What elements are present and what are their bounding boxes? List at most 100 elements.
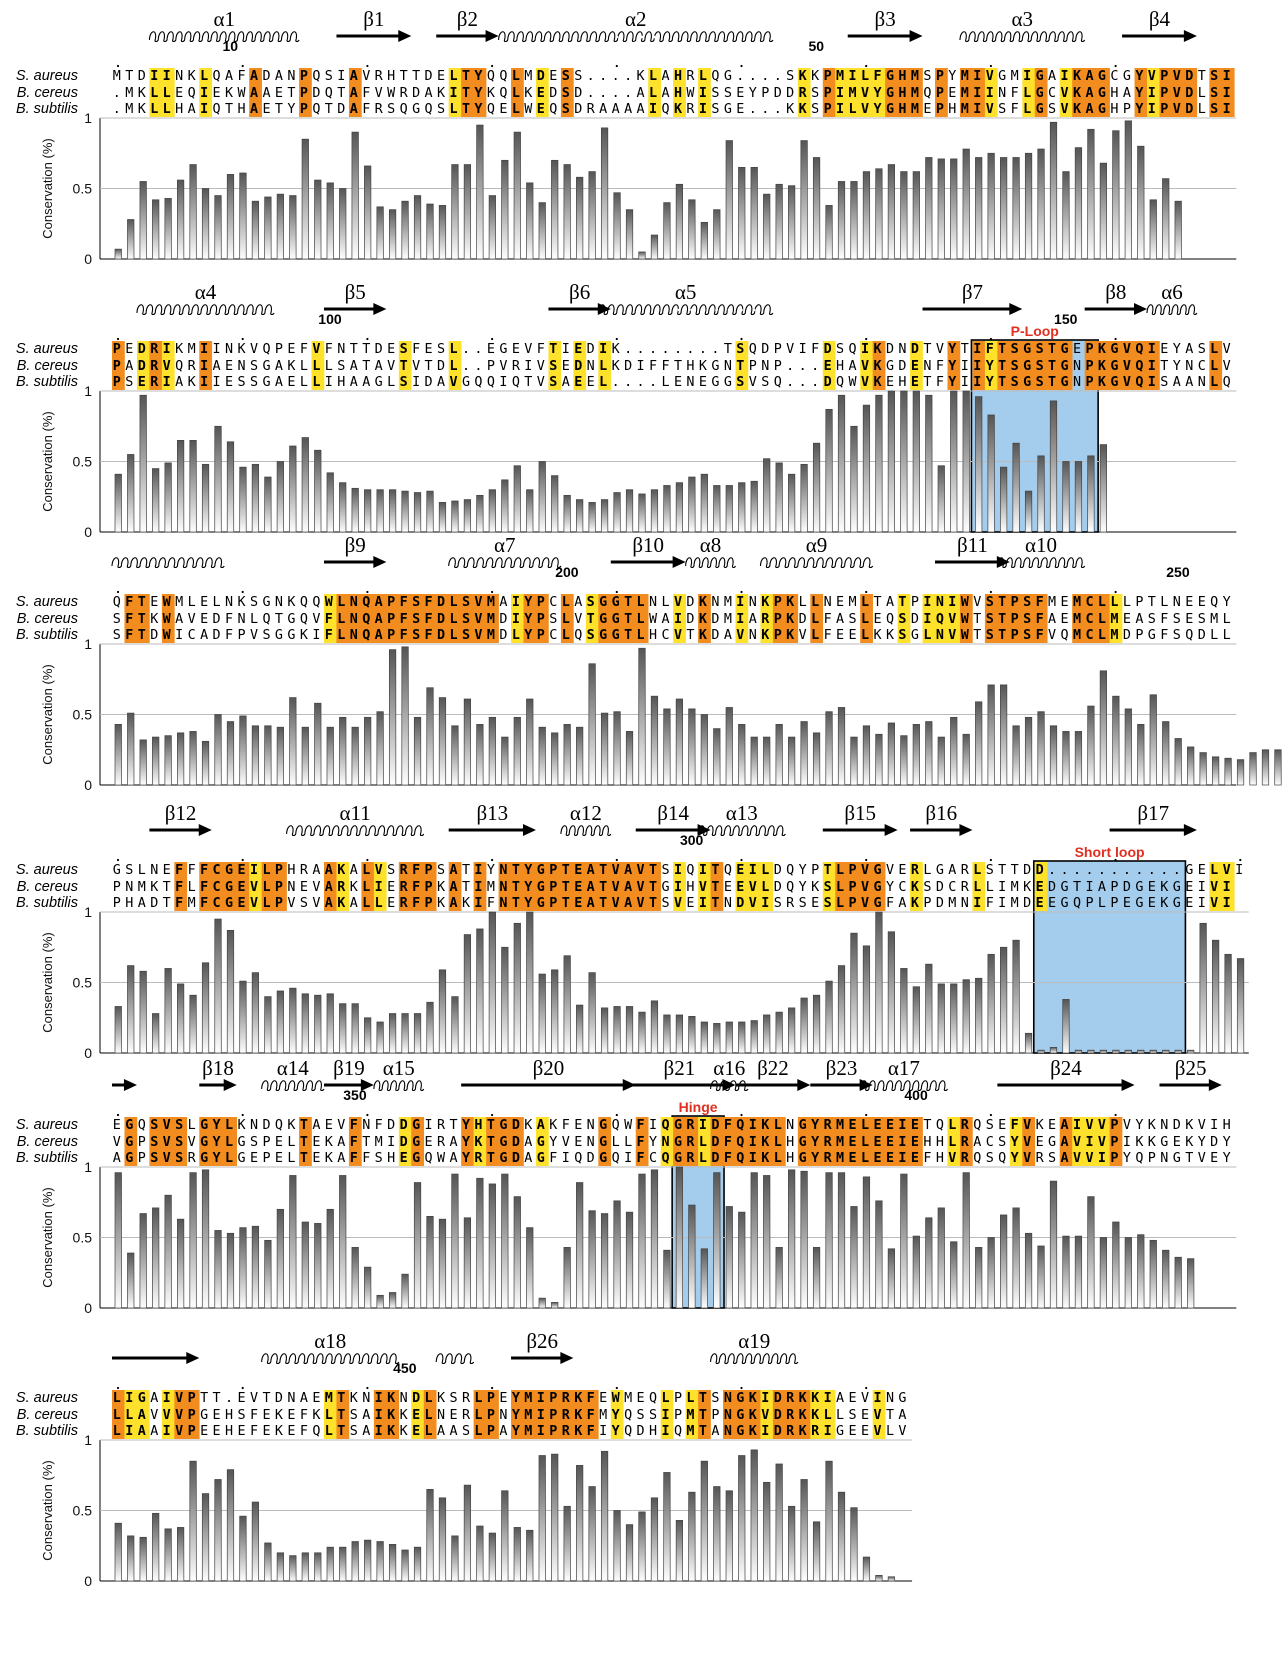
conservation-bar (401, 200, 409, 260)
conservation-bar (1212, 756, 1220, 786)
conservation-bar (1062, 1235, 1070, 1309)
conservation-bar (351, 726, 359, 786)
conservation-shade (1072, 1117, 1085, 1166)
conservation-bar (625, 489, 634, 533)
sse-label: β18 (202, 1056, 234, 1080)
conservation-bar (1012, 725, 1020, 786)
conservation-bar (788, 736, 796, 786)
conservation-shade (511, 68, 524, 117)
conservation-bar (812, 157, 821, 260)
conservation-bar (438, 502, 447, 533)
species-label: S. aureus (16, 1117, 78, 1133)
conservation-shade (698, 68, 711, 117)
sse-label: β24 (1050, 1056, 1082, 1080)
decade-dot (116, 1386, 120, 1390)
decade-dot (740, 64, 743, 68)
alignment-block: P-Loop α4 β5 β6 α5 β7 β8 α6 100 150 S. aureus P E D R I… (16, 280, 1237, 540)
highlight-label: Hinge (679, 1099, 718, 1115)
conservation-shade (947, 341, 961, 390)
decade-dot (1114, 858, 1117, 862)
strand-arrowhead (909, 30, 923, 42)
conservation-bar (688, 708, 696, 786)
conservation-bar (1236, 759, 1245, 786)
conservation-shade (660, 1117, 674, 1166)
conservation-bar (638, 647, 646, 786)
y-tick-label: 1 (84, 904, 92, 920)
conservation-bar (613, 192, 621, 260)
conservation-bar (875, 168, 883, 260)
conservation-bar (576, 1004, 584, 1054)
sse-label: α13 (726, 801, 758, 825)
conservation-bar (526, 182, 534, 260)
gap-dot-mask (615, 35, 619, 39)
strand-arrowhead (373, 303, 387, 315)
conservation-bar (1024, 1232, 1033, 1309)
conservation-shade (797, 1117, 811, 1166)
conservation-bar (401, 646, 409, 786)
conservation-shade (473, 594, 487, 643)
conservation-bar (127, 454, 135, 533)
conservation-bar (800, 140, 808, 260)
conservation-bar (463, 164, 472, 260)
conservation-shade (348, 1117, 362, 1166)
conservation-bar (164, 968, 172, 1054)
conservation-bar (613, 1200, 621, 1309)
conservation-bar (501, 946, 509, 1054)
gap-dot-mask (727, 308, 731, 312)
conservation-shade (348, 68, 362, 117)
conservation-shade (959, 1117, 973, 1166)
conservation-shade (174, 862, 188, 911)
sse-label: β17 (1137, 801, 1169, 825)
conservation-shade (1209, 341, 1223, 390)
conservation-bar (301, 726, 309, 786)
conservation-shade (299, 1117, 312, 1166)
conservation-bar (613, 492, 621, 533)
conservation-bar (1162, 1049, 1170, 1054)
conservation-shade (997, 341, 1011, 390)
conservation-shade (361, 594, 375, 643)
conservation-bar (426, 1488, 434, 1582)
sse-label: β26 (526, 1329, 558, 1353)
conservation-bar (688, 199, 696, 260)
conservation-shade (261, 862, 275, 911)
conservation-shade (822, 68, 836, 117)
conservation-bar (114, 473, 122, 533)
conservation-shade (1059, 1117, 1073, 1166)
conservation-bar (763, 193, 771, 260)
decade-dot (366, 590, 369, 594)
conservation-bar (763, 1481, 771, 1582)
conservation-bar (788, 1007, 796, 1054)
conservation-bar (251, 200, 260, 260)
residue-number: 100 (318, 311, 342, 327)
sse-label: α7 (494, 533, 516, 557)
conservation-bar (438, 1218, 447, 1309)
sse-label: α4 (195, 280, 217, 304)
conservation-bar (1112, 130, 1120, 260)
conservation-bar (1012, 442, 1020, 533)
conservation-bar (438, 205, 447, 260)
conservation-bar (463, 934, 472, 1054)
conservation-shade (336, 862, 350, 911)
conservation-shade (760, 594, 774, 643)
conservation-bar (127, 965, 135, 1054)
conservation-shade (224, 862, 237, 911)
conservation-bar (438, 697, 447, 786)
conservation-bar (713, 1486, 721, 1582)
conservation-shade (1221, 68, 1235, 117)
helix-coil (148, 31, 300, 43)
y-axis-label: Conservation (%) (40, 1187, 55, 1287)
gap-dot-mask (652, 35, 656, 39)
conservation-bar (1212, 939, 1220, 1054)
conservation-bar (201, 962, 210, 1054)
conservation-shade (1109, 594, 1123, 643)
conservation-bar (476, 1525, 484, 1582)
conservation-shade (897, 594, 911, 643)
conservation-bar (962, 979, 970, 1054)
conservation-bar (775, 724, 783, 786)
conservation-shade (224, 1117, 237, 1166)
conservation-bar (513, 716, 521, 786)
alignment-block: Short loop β12 α11 β13 α12 β14 α13 β15 β16 β17 300… (16, 801, 1249, 1061)
conservation-bar (862, 1176, 871, 1309)
